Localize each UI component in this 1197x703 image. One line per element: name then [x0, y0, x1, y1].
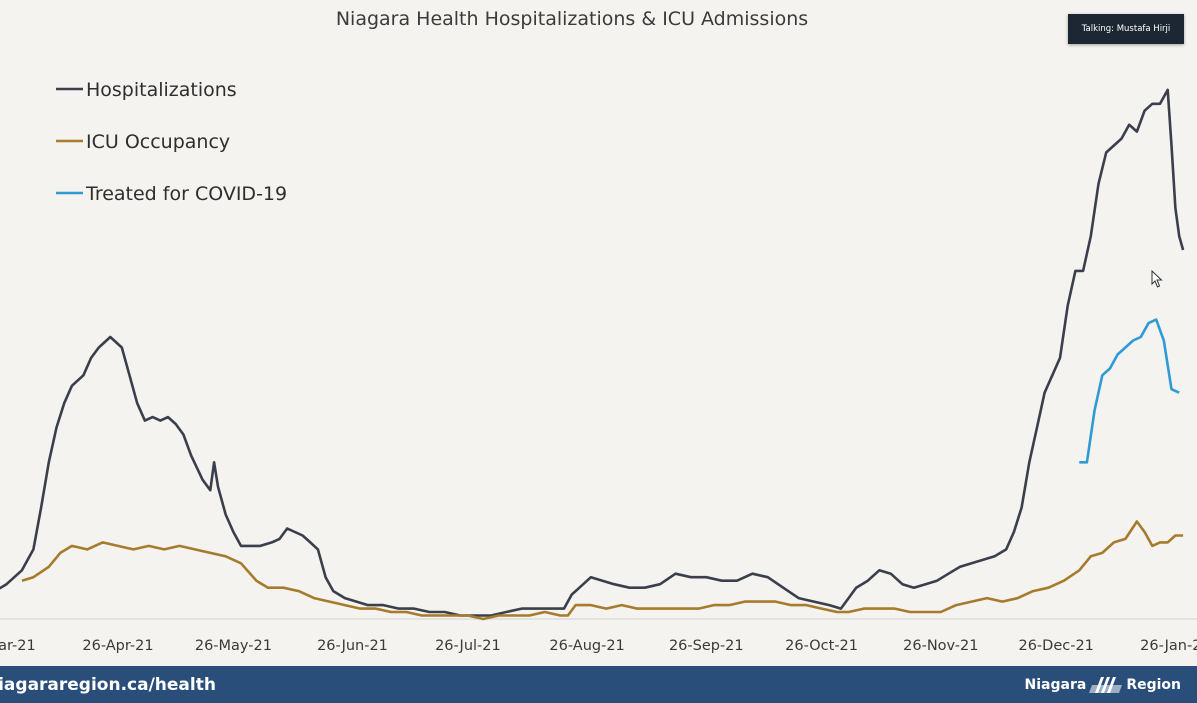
x-tick-label: 26-Mar-21 [0, 638, 36, 654]
legend-label-2: Treated for COVID-19 [85, 183, 287, 205]
footer-bar: niagararegion.ca/health Niagara Region [0, 666, 1197, 703]
hospitalizations-line-chart: Niagara Health Hospitalizations & ICU Ad… [0, 8, 1197, 654]
legend-label-0: Hospitalizations [86, 79, 237, 101]
x-tick-label: 26-Jan-22 [1140, 638, 1197, 654]
chart-title: Niagara Health Hospitalizations & ICU Ad… [336, 8, 808, 30]
logo-text-right: Region [1126, 676, 1181, 693]
series-group [0, 88, 1185, 621]
logo-stripes-icon [1089, 676, 1123, 693]
legend: Hospitalizations ICU Occupancy Treated for… [56, 79, 287, 205]
x-tick-label: 26-Nov-21 [903, 638, 978, 654]
x-tick-label: 26-Aug-21 [549, 638, 624, 654]
x-tick-labels: 26-Mar-21 26-Apr-21 26-May-21 26-Jun-21 26-J… [0, 638, 1197, 654]
legend-label-1: ICU Occupancy [86, 131, 230, 153]
x-tick-label: 26-May-21 [195, 638, 272, 654]
series-line-2 [1079, 318, 1180, 464]
x-tick-label: 26-Apr-21 [82, 638, 153, 654]
x-tick-label: 26-Dec-21 [1018, 638, 1093, 654]
x-tick-label: 26-Jun-21 [317, 638, 388, 654]
series-line-1 [21, 520, 1184, 621]
logo-text-left: Niagara [1024, 676, 1087, 693]
x-tick-label: 26-Sep-21 [669, 638, 744, 654]
talking-indicator: Talking: Mustafa Hirji [1068, 14, 1184, 44]
mouse-pointer-icon [1151, 270, 1163, 288]
x-tick-label: 26-Oct-21 [785, 638, 858, 654]
niagara-region-logo: Niagara Region [1024, 676, 1181, 693]
series-line-0 [0, 88, 1185, 617]
footer-url-link[interactable]: niagararegion.ca/health [0, 674, 216, 695]
x-tick-label: 26-Jul-21 [435, 638, 501, 654]
